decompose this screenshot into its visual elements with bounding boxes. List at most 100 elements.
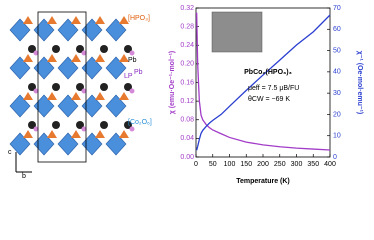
x-tick-label: 50	[209, 161, 217, 168]
lp-atom	[129, 50, 135, 56]
polyhedron	[57, 56, 79, 80]
polyhedron	[33, 56, 55, 80]
plot-frame	[195, 7, 331, 158]
pb-atom	[76, 45, 84, 53]
y2-tick-label: 30	[333, 90, 341, 97]
structure-label: Pb	[128, 57, 137, 64]
structure-label: LP	[124, 73, 133, 80]
y-tick-label: 0.08	[180, 117, 194, 124]
lp-atom	[129, 88, 135, 94]
pb-atom	[28, 83, 36, 91]
hpo3-group	[71, 54, 81, 62]
polyhedron	[33, 132, 55, 156]
pb-atom	[76, 121, 84, 129]
lp-atom	[129, 126, 135, 132]
x-tick-label: 400	[324, 161, 336, 168]
pb-atom	[52, 45, 60, 53]
polyhedron	[105, 56, 127, 80]
y-tick-label: 0.12	[180, 98, 194, 105]
lp-atom	[33, 50, 39, 56]
x-tick-label: 350	[307, 161, 319, 168]
polyhedron	[81, 56, 103, 80]
polyhedron	[105, 94, 127, 118]
y-tick-label: 0.32	[180, 5, 194, 12]
polyhedron	[81, 94, 103, 118]
structure-label: c	[8, 149, 12, 156]
polyhedron	[9, 94, 31, 118]
y-tick-label: 0.20	[180, 61, 194, 68]
pb-atom	[124, 45, 132, 53]
lp-atom	[81, 126, 87, 132]
hpo3-group	[23, 130, 33, 138]
lp-atom	[33, 126, 39, 132]
x-tick-label: 300	[291, 161, 303, 168]
inset-image	[211, 11, 263, 53]
y-axis-label: χ (emu·Oe⁻¹·mol⁻¹)	[169, 51, 176, 115]
polyhedron	[57, 18, 79, 42]
pb-atom	[28, 45, 36, 53]
y2-axis-label: χ⁻¹ (Oe·mol·emu⁻¹)	[356, 51, 363, 115]
polyhedron	[57, 132, 79, 156]
series-line	[196, 12, 331, 151]
hpo3-group	[23, 92, 33, 100]
x-tick-label: 100	[224, 161, 236, 168]
polyhedron	[9, 56, 31, 80]
y2-tick-label: 10	[333, 133, 341, 140]
hpo3-group	[23, 54, 33, 62]
hpo3-group	[119, 54, 129, 62]
lp-atom	[81, 88, 87, 94]
x-axis-label: Temperature (K)	[236, 178, 290, 185]
pb-atom	[100, 45, 108, 53]
hpo3-group	[95, 54, 105, 62]
x-tick-label: 0	[194, 161, 198, 168]
y2-tick-label: 50	[333, 47, 341, 54]
y2-tick-label: 70	[333, 5, 341, 12]
hpo3-group	[95, 92, 105, 100]
unit-cell	[37, 11, 87, 163]
hpo3-group	[47, 16, 57, 24]
annotation: μeff = 7.5 μB/FU	[248, 85, 299, 92]
hpo3-group	[71, 130, 81, 138]
hpo3-group	[119, 92, 129, 100]
y2-tick-label: 40	[333, 69, 341, 76]
hpo3-group	[47, 54, 57, 62]
polyhedron	[33, 94, 55, 118]
hpo3-group	[47, 92, 57, 100]
pb-atom	[100, 83, 108, 91]
pb-atom	[28, 121, 36, 129]
hpo3-group	[47, 130, 57, 138]
polyhedron	[9, 132, 31, 156]
y-tick-label: 0.24	[180, 42, 194, 49]
structure-label: b	[22, 173, 26, 180]
pb-atom	[124, 121, 132, 129]
pb-atom	[76, 83, 84, 91]
pb-atom	[100, 121, 108, 129]
y-tick-label: 0.28	[180, 23, 194, 30]
polyhedron	[81, 18, 103, 42]
hpo3-group	[95, 16, 105, 24]
annotation: θCW = −69 K	[248, 96, 290, 103]
polyhedron	[105, 18, 127, 42]
polyhedron	[9, 18, 31, 42]
x-tick-label: 200	[257, 161, 269, 168]
chart-title: PbCo₂(HPO₃)₃	[244, 69, 292, 76]
lp-atom	[33, 88, 39, 94]
polyhedron	[105, 132, 127, 156]
series-line	[196, 14, 331, 151]
pb-atom	[52, 121, 60, 129]
hpo3-group	[119, 16, 129, 24]
hpo3-group	[71, 16, 81, 24]
polyhedron	[57, 94, 79, 118]
y-tick-label: 0.16	[180, 79, 194, 86]
structure-label: [Co₂O₆]	[128, 119, 152, 126]
y2-tick-label: 60	[333, 26, 341, 33]
x-tick-label: 150	[240, 161, 252, 168]
polyhedron	[33, 18, 55, 42]
structure-label: Pb	[134, 69, 143, 76]
hpo3-group	[71, 92, 81, 100]
polyhedron	[81, 132, 103, 156]
pb-atom	[124, 83, 132, 91]
y2-tick-label: 0	[333, 154, 337, 161]
structure-label: [HPO₃]	[128, 15, 150, 22]
